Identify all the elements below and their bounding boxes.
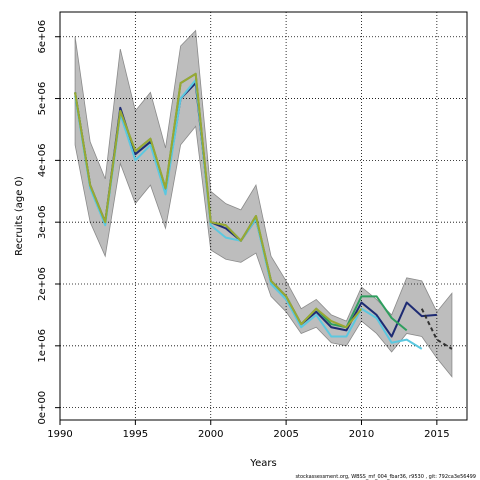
x-tick-label: 2000 [198, 429, 223, 440]
x-tick-label: 1990 [47, 429, 72, 440]
x-tick-label: 2015 [424, 429, 449, 440]
y-tick-label: 3e+06 [37, 205, 48, 239]
y-tick-label: 5e+06 [37, 82, 48, 116]
x-tick-label: 2010 [349, 429, 374, 440]
y-tick-label: 1e+06 [37, 329, 48, 363]
x-tick-label: 1995 [123, 429, 148, 440]
grid-layer [59, 12, 467, 420]
series-layer [74, 72, 453, 350]
x-axis-title: Years [249, 458, 276, 469]
y-tick-label: 0e+00 [37, 391, 48, 425]
y-tick-label: 4e+06 [37, 144, 48, 178]
plot-frame [59, 11, 468, 421]
x-tick-label: 2005 [273, 429, 298, 440]
axis-layer: 1990 1995 2000 2005 2010 2015 0e+00 1e+06 2e+06 3… [37, 20, 450, 440]
series-line-5 [74, 72, 363, 329]
confidence-band [74, 29, 453, 378]
confidence-band-layer [74, 29, 453, 378]
y-tick-label: 6e+06 [37, 20, 48, 54]
y-tick-label: 2e+06 [37, 267, 48, 301]
y-axis-title: Recruits (age 0) [14, 176, 25, 256]
footer-caption: stockassessment.org, WBSS_mf_004_fbar36,… [295, 474, 476, 480]
